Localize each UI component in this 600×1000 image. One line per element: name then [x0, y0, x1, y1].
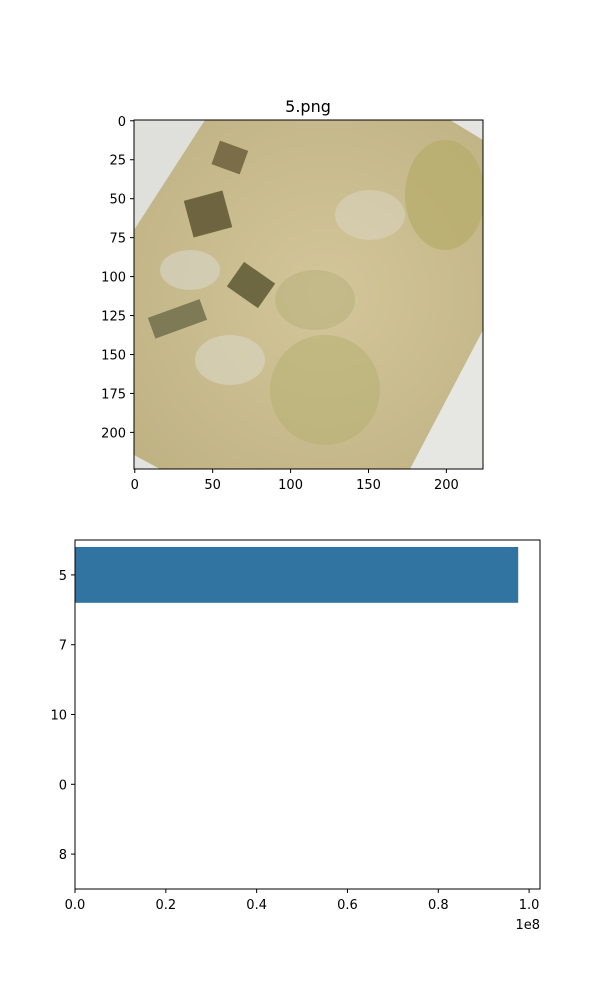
photo: [134, 120, 483, 469]
image-title: 5.png: [285, 97, 331, 116]
y-tick-label: 0: [118, 115, 126, 130]
axes-frame: [74, 539, 541, 890]
y-tick-label: 5: [59, 569, 67, 584]
y-tick-label: 10: [50, 709, 67, 724]
x-tick-label: 0.0: [65, 898, 86, 913]
x-tick-label: 0.6: [337, 898, 358, 913]
x-tick-label: 0.4: [246, 898, 267, 913]
y-tick-label: 75: [109, 232, 126, 247]
axes-frame: [133, 119, 484, 470]
x-tick-label: 100: [278, 478, 303, 493]
x-tick-label: 150: [356, 478, 381, 493]
y-tick-label: 175: [101, 387, 126, 402]
bar: [75, 546, 519, 603]
offset-text: 1e8: [515, 918, 540, 933]
y-tick-label: 200: [101, 426, 126, 441]
x-tick-label: 0: [131, 478, 139, 493]
y-tick-label: 100: [101, 271, 126, 286]
y-tick-label: 8: [59, 848, 67, 863]
y-tick-label: 50: [109, 193, 126, 208]
y-tick-label: 25: [109, 154, 126, 169]
y-tick-label: 7: [59, 639, 67, 654]
y-tick-label: 0: [59, 778, 67, 793]
x-tick-label: 0.8: [428, 898, 449, 913]
y-tick-label: 150: [101, 348, 126, 363]
y-tick-label: 125: [101, 310, 126, 325]
x-tick-label: 50: [204, 478, 221, 493]
x-tick-label: 1.0: [519, 898, 540, 913]
x-tick-label: 200: [434, 478, 459, 493]
x-tick-label: 0.2: [155, 898, 176, 913]
